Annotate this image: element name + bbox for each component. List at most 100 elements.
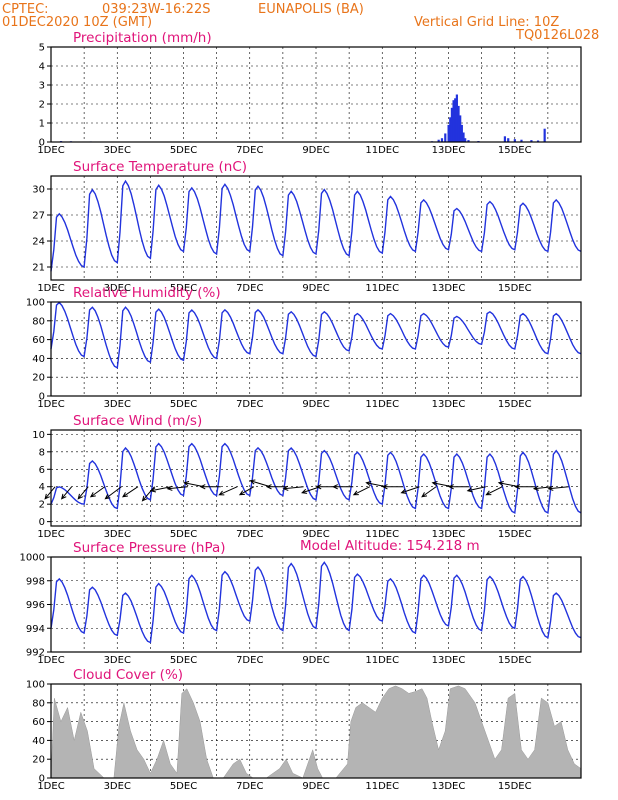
y-tick-label: 2	[39, 500, 45, 511]
y-tick-label: 6	[39, 465, 45, 476]
x-tick-label: 3DEC	[104, 781, 131, 792]
x-tick-label: 9DEC	[302, 529, 329, 540]
wind-line	[50, 442, 582, 515]
x-tick-label: 5DEC	[170, 145, 197, 156]
x-tick-label: 15DEC	[498, 283, 532, 294]
precip-bar	[520, 139, 523, 142]
x-tick-label: 11DEC	[365, 781, 399, 792]
x-tick-label: 3DEC	[104, 145, 131, 156]
y-tick-label: 80	[32, 316, 45, 327]
y-tick-label: 0	[39, 138, 45, 149]
x-tick-label: 3DEC	[104, 283, 131, 294]
x-tick-label: 13DEC	[432, 399, 466, 410]
y-tick-label: 4	[39, 62, 45, 73]
wind-vector	[532, 485, 553, 491]
wind-vector	[121, 486, 139, 498]
x-tick-label: 9DEC	[302, 399, 329, 410]
y-tick-label: 60	[32, 717, 45, 728]
precip-bar	[437, 139, 440, 142]
x-tick-label: 13DEC	[432, 283, 466, 294]
y-tick-label: 1	[39, 119, 45, 130]
precip-bar	[464, 138, 467, 142]
pressure-frame	[50, 556, 582, 653]
wind-title: Surface Wind (m/s)	[73, 413, 202, 429]
header-source: CPTEC:	[2, 2, 49, 17]
y-tick-label: 994	[26, 624, 45, 635]
wind-vector	[352, 486, 371, 496]
precip-bar	[455, 94, 458, 142]
precip-bar	[447, 124, 450, 142]
header-location: EUNAPOLIS (BA)	[258, 2, 364, 17]
x-tick-label: 11DEC	[365, 145, 399, 156]
y-tick-label: 21	[32, 263, 45, 274]
x-tick-label: 7DEC	[236, 145, 263, 156]
y-tick-label: 2	[39, 100, 45, 111]
wind-vector	[448, 484, 470, 490]
y-tick-label: 40	[32, 736, 45, 747]
y-tick-label: 60	[32, 335, 45, 346]
x-tick-label: 9DEC	[302, 781, 329, 792]
x-tick-label: 13DEC	[432, 781, 466, 792]
precipitation-frame	[50, 46, 582, 143]
y-tick-label: 30	[32, 185, 45, 196]
y-tick-label: 996	[26, 600, 45, 611]
precip-bar	[450, 107, 454, 142]
y-tick-label: 24	[32, 237, 45, 248]
header-vertical-grid: Vertical Grid Line: 10Z	[414, 15, 559, 30]
x-tick-label: 7DEC	[236, 655, 263, 666]
humidity-line	[50, 301, 582, 369]
y-tick-label: 100	[26, 680, 45, 691]
x-tick-label: 15DEC	[498, 529, 532, 540]
header-code: TQ0126L028	[515, 28, 599, 43]
y-tick-label: 27	[32, 211, 45, 222]
temperature-line	[50, 179, 582, 272]
wind-vector	[149, 486, 172, 493]
y-tick-label: 100	[26, 298, 45, 309]
x-tick-label: 5DEC	[170, 283, 197, 294]
x-tick-label: 7DEC	[236, 399, 263, 410]
wind-vector	[547, 485, 569, 491]
precip-bar	[536, 140, 540, 142]
x-tick-label: 11DEC	[365, 283, 399, 294]
precip-bar	[462, 132, 465, 142]
temperature-frame	[50, 175, 582, 281]
y-tick-label: 40	[32, 354, 45, 365]
wind-vector	[199, 484, 221, 490]
x-tick-label: 1DEC	[37, 283, 64, 294]
x-tick-label: 1DEC	[37, 145, 64, 156]
wind-vector	[89, 486, 106, 498]
precip-bar	[440, 138, 444, 142]
x-tick-label: 15DEC	[498, 399, 532, 410]
wind-vector	[238, 486, 255, 496]
x-tick-label: 7DEC	[236, 781, 263, 792]
precip-bar	[454, 98, 457, 142]
wind-vector	[249, 479, 271, 488]
precip-bar	[460, 124, 463, 142]
y-tick-label: 4	[39, 482, 45, 493]
wind-vector	[431, 480, 453, 488]
precip-bar	[457, 105, 460, 142]
header-date: 01DEC2020 10Z (GMT)	[2, 15, 152, 30]
precip-bar	[459, 115, 462, 142]
pressure-title: Surface Pressure (hPa)	[73, 540, 226, 556]
precip-bar	[444, 133, 447, 142]
header-coords: 039:23W-16:22S	[102, 2, 210, 17]
wind-frame	[50, 429, 582, 527]
precip-bar	[530, 140, 533, 142]
x-tick-label: 15DEC	[498, 781, 532, 792]
y-tick-label: 1000	[20, 553, 45, 564]
x-tick-label: 7DEC	[236, 529, 263, 540]
wind-vector	[332, 484, 354, 490]
precip-bar	[452, 100, 455, 142]
wind-vector	[104, 486, 122, 500]
wind-vector	[365, 480, 387, 488]
y-tick-label: 10	[32, 430, 45, 441]
x-tick-label: 13DEC	[432, 655, 466, 666]
model-altitude: Model Altitude: 154.218 m	[300, 538, 480, 554]
precip-bar	[467, 140, 470, 142]
x-tick-label: 1DEC	[37, 529, 64, 540]
x-tick-label: 3DEC	[104, 529, 131, 540]
humidity-title: Relative Humidity (%)	[73, 285, 221, 301]
wind-panel: Surface Wind (m/s) 0 2 4 6 8 10 1DEC 3DEC 5DEC 7DE…	[32, 413, 582, 540]
